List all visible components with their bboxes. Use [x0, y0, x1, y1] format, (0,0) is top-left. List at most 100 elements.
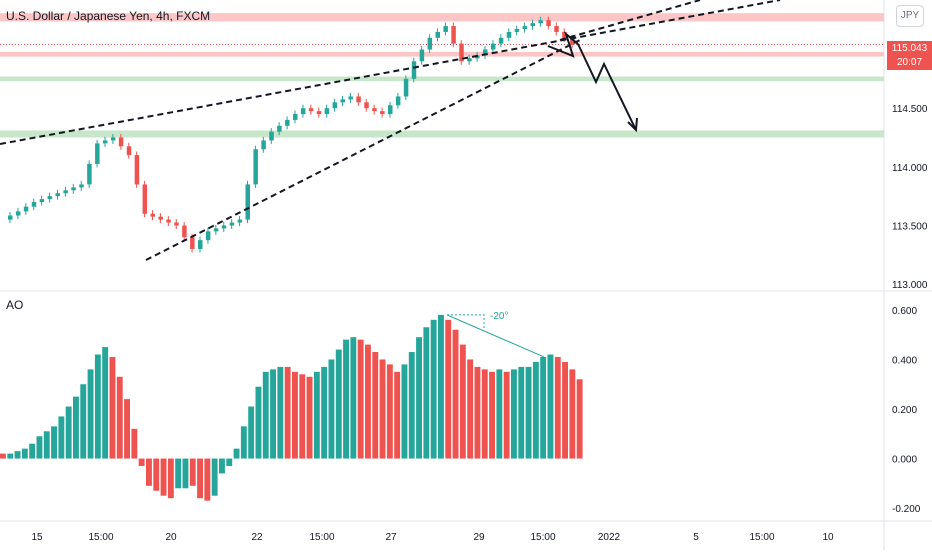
ao-bar: [576, 379, 583, 459]
ao-bar: [518, 366, 525, 459]
candle-body: [324, 108, 330, 115]
candle-body: [103, 140, 108, 144]
candle-body: [150, 213, 155, 217]
candle-body: [538, 20, 543, 24]
ao-bar: [167, 458, 174, 499]
ao-bar: [547, 354, 554, 459]
candle-body: [277, 125, 282, 132]
bar-countdown-label: 20:07: [887, 56, 932, 70]
ao-bar: [408, 352, 415, 459]
candle-body: [356, 96, 361, 103]
candle-body: [134, 155, 140, 185]
ao-bar: [365, 344, 371, 459]
candle-body: [229, 222, 235, 226]
ao-bar: [386, 364, 393, 459]
candle-body: [39, 199, 45, 203]
ao-bar: [313, 371, 320, 459]
time-axis-tick: 2022: [598, 532, 621, 543]
ao-bar: [255, 386, 262, 459]
ao-bar: [503, 371, 510, 459]
ao-angle-text: -20°: [490, 311, 508, 322]
ao-bar: [416, 337, 422, 459]
last-price-label: 115.043: [887, 41, 932, 56]
candle-body: [205, 231, 211, 241]
ao-axis-tick: 0.200: [892, 405, 917, 416]
ao-bar: [175, 458, 182, 489]
candle-body: [253, 149, 258, 185]
ao-bar: [240, 426, 247, 459]
candle-body: [316, 111, 322, 115]
ao-bar: [481, 369, 488, 459]
candle-body: [522, 26, 528, 30]
candle-body: [308, 108, 314, 112]
ao-bar: [116, 376, 123, 459]
ao-bar: [540, 356, 547, 459]
ao-bar: [94, 354, 101, 459]
ao-bar: [21, 448, 28, 459]
ao-axis-tick: 0.600: [892, 306, 917, 317]
candle-body: [213, 228, 219, 232]
ao-bar: [51, 426, 57, 459]
time-axis-tick: 15:00: [530, 532, 555, 543]
candle-body: [95, 143, 100, 164]
time-axis-tick: 22: [251, 532, 263, 543]
currency-badge[interactable]: JPY: [896, 5, 924, 27]
time-axis-tick: 15:00: [749, 532, 774, 543]
price-axis-tick: 113.000: [892, 280, 928, 291]
ao-bar: [459, 344, 466, 459]
ao-bar: [467, 359, 474, 459]
candle-body: [451, 26, 456, 44]
ao-bar: [14, 451, 21, 459]
ao-bar: [292, 371, 298, 459]
ao-bar: [7, 453, 14, 459]
ao-bar: [124, 399, 130, 459]
candle-body: [158, 216, 163, 220]
ao-bar: [233, 448, 240, 459]
candle-body: [411, 61, 417, 79]
candle-body: [364, 102, 369, 109]
candle-body: [237, 219, 243, 223]
ao-bar: [562, 361, 568, 459]
candle-body: [269, 131, 274, 141]
ao-indicator-label[interactable]: AO: [6, 298, 24, 312]
candle-body: [71, 187, 76, 191]
candle-body: [514, 29, 520, 32]
candle-body: [15, 211, 21, 216]
ao-bar: [248, 406, 255, 459]
candle-body: [490, 43, 496, 50]
ao-bar: [58, 416, 65, 459]
candle-body: [403, 78, 409, 97]
time-axis-tick: 29: [473, 532, 485, 543]
ao-bar: [219, 458, 225, 474]
zone-support-3: [0, 130, 884, 138]
ao-bar: [197, 458, 203, 499]
ao-bar: [394, 371, 401, 459]
zone-resistance-0: [0, 13, 884, 22]
symbol-title[interactable]: U.S. Dollar / Japanese Yen, 4h, FXCM: [6, 9, 211, 23]
candle-body: [182, 225, 187, 238]
ao-bar: [270, 369, 276, 459]
candle-body: [8, 215, 13, 220]
ao-bar: [532, 361, 539, 459]
ao-bar: [160, 458, 167, 496]
ao-bar: [438, 314, 444, 459]
price-axis-tick: 114.000: [892, 163, 928, 174]
time-axis-tick: 15:00: [309, 532, 334, 543]
candle-body: [118, 137, 124, 147]
ao-bar: [29, 443, 36, 459]
candle-body: [31, 202, 37, 207]
candle-body: [142, 184, 148, 214]
candle-body: [467, 58, 472, 62]
candle-body: [190, 237, 195, 249]
trendline-upper: [0, 0, 781, 145]
ao-bar: [525, 366, 532, 459]
candle-body: [570, 38, 575, 45]
ao-bar: [343, 339, 349, 459]
ao-bar: [73, 396, 79, 459]
ao-bar: [569, 369, 576, 459]
candle-body: [506, 31, 512, 38]
ao-bar: [277, 366, 284, 459]
candle-body: [554, 26, 559, 32]
